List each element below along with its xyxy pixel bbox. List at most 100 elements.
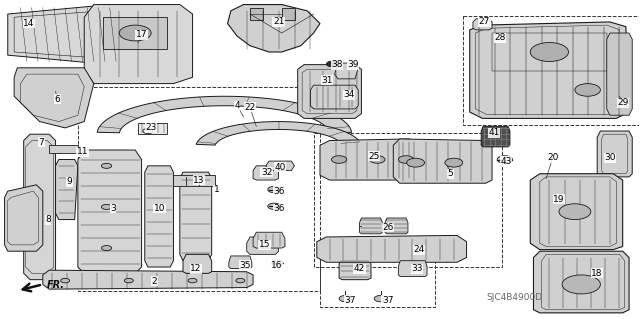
Circle shape bbox=[101, 204, 111, 210]
Polygon shape bbox=[317, 235, 467, 262]
Bar bbox=[103, 17, 167, 49]
Text: 28: 28 bbox=[494, 33, 506, 42]
Text: 36: 36 bbox=[273, 187, 285, 196]
Text: 34: 34 bbox=[343, 90, 355, 99]
Circle shape bbox=[236, 278, 245, 283]
Bar bbox=[492, 33, 607, 71]
Polygon shape bbox=[84, 4, 193, 84]
Polygon shape bbox=[534, 251, 629, 313]
Text: 37: 37 bbox=[382, 296, 394, 305]
Text: 36: 36 bbox=[273, 204, 285, 213]
Text: 22: 22 bbox=[244, 103, 255, 112]
Polygon shape bbox=[196, 122, 361, 145]
Text: 31: 31 bbox=[321, 76, 333, 85]
Polygon shape bbox=[14, 68, 94, 128]
Text: 35: 35 bbox=[239, 261, 250, 270]
Polygon shape bbox=[320, 139, 419, 180]
Polygon shape bbox=[597, 131, 632, 177]
Polygon shape bbox=[180, 172, 212, 261]
Text: 21: 21 bbox=[273, 18, 284, 26]
Text: 4: 4 bbox=[234, 101, 240, 110]
Text: 1: 1 bbox=[214, 185, 220, 194]
Text: 39: 39 bbox=[348, 60, 359, 69]
Text: 27: 27 bbox=[479, 18, 490, 26]
Circle shape bbox=[332, 156, 347, 163]
Circle shape bbox=[575, 84, 600, 96]
Text: 41: 41 bbox=[488, 128, 500, 137]
Polygon shape bbox=[183, 254, 212, 273]
Text: 3: 3 bbox=[110, 204, 116, 213]
Text: FR.: FR. bbox=[47, 280, 65, 290]
Polygon shape bbox=[398, 261, 427, 277]
Text: 19: 19 bbox=[553, 195, 564, 204]
Polygon shape bbox=[229, 256, 252, 269]
Text: 29: 29 bbox=[617, 98, 628, 107]
Circle shape bbox=[326, 61, 338, 67]
Circle shape bbox=[370, 156, 385, 163]
Text: 24: 24 bbox=[413, 245, 424, 254]
Polygon shape bbox=[56, 160, 78, 219]
Polygon shape bbox=[339, 257, 371, 280]
Circle shape bbox=[398, 156, 413, 163]
Text: 16: 16 bbox=[271, 261, 282, 270]
Polygon shape bbox=[228, 4, 320, 52]
Polygon shape bbox=[394, 139, 492, 183]
Circle shape bbox=[101, 163, 111, 168]
Text: 9: 9 bbox=[67, 177, 72, 186]
Circle shape bbox=[268, 203, 280, 210]
Polygon shape bbox=[49, 145, 78, 153]
Circle shape bbox=[61, 278, 70, 283]
Text: 42: 42 bbox=[354, 264, 365, 273]
Text: 23: 23 bbox=[145, 123, 157, 132]
Text: 13: 13 bbox=[193, 175, 205, 185]
Text: SJC4B4900D: SJC4B4900D bbox=[486, 293, 543, 301]
Bar bbox=[463, 16, 639, 125]
Polygon shape bbox=[335, 63, 358, 79]
Circle shape bbox=[268, 186, 280, 193]
Polygon shape bbox=[481, 126, 510, 147]
Polygon shape bbox=[43, 270, 253, 289]
Circle shape bbox=[406, 158, 424, 167]
Polygon shape bbox=[266, 161, 294, 171]
Polygon shape bbox=[246, 237, 278, 254]
Text: 6: 6 bbox=[54, 95, 60, 104]
Text: 7: 7 bbox=[38, 137, 44, 147]
Polygon shape bbox=[4, 185, 43, 251]
Text: 38: 38 bbox=[332, 60, 343, 69]
Polygon shape bbox=[145, 166, 173, 267]
Circle shape bbox=[497, 156, 513, 163]
Polygon shape bbox=[531, 174, 623, 250]
Text: 8: 8 bbox=[45, 215, 51, 224]
Text: 17: 17 bbox=[136, 30, 147, 39]
Text: 20: 20 bbox=[547, 153, 558, 162]
Bar bbox=[314, 133, 502, 267]
Circle shape bbox=[124, 278, 133, 283]
Circle shape bbox=[445, 158, 463, 167]
Text: 14: 14 bbox=[23, 19, 35, 28]
Circle shape bbox=[339, 295, 352, 302]
Text: 18: 18 bbox=[591, 269, 603, 278]
Polygon shape bbox=[473, 19, 492, 30]
Polygon shape bbox=[298, 65, 362, 118]
Polygon shape bbox=[470, 22, 629, 118]
Polygon shape bbox=[310, 85, 358, 109]
Bar bbox=[320, 251, 435, 307]
Bar bbox=[282, 8, 294, 20]
Bar bbox=[78, 87, 320, 291]
Text: 33: 33 bbox=[411, 264, 422, 273]
Polygon shape bbox=[385, 218, 408, 234]
Polygon shape bbox=[360, 218, 383, 234]
Polygon shape bbox=[24, 134, 56, 280]
Bar bbox=[250, 8, 262, 20]
Polygon shape bbox=[97, 96, 352, 133]
Text: 15: 15 bbox=[259, 241, 270, 249]
Text: 10: 10 bbox=[154, 204, 165, 213]
Text: 40: 40 bbox=[274, 163, 285, 172]
Text: 25: 25 bbox=[369, 152, 380, 161]
Circle shape bbox=[531, 42, 568, 62]
Circle shape bbox=[559, 204, 591, 219]
Circle shape bbox=[374, 295, 387, 302]
Polygon shape bbox=[78, 150, 141, 273]
Text: 5: 5 bbox=[448, 169, 454, 178]
Circle shape bbox=[143, 129, 153, 134]
